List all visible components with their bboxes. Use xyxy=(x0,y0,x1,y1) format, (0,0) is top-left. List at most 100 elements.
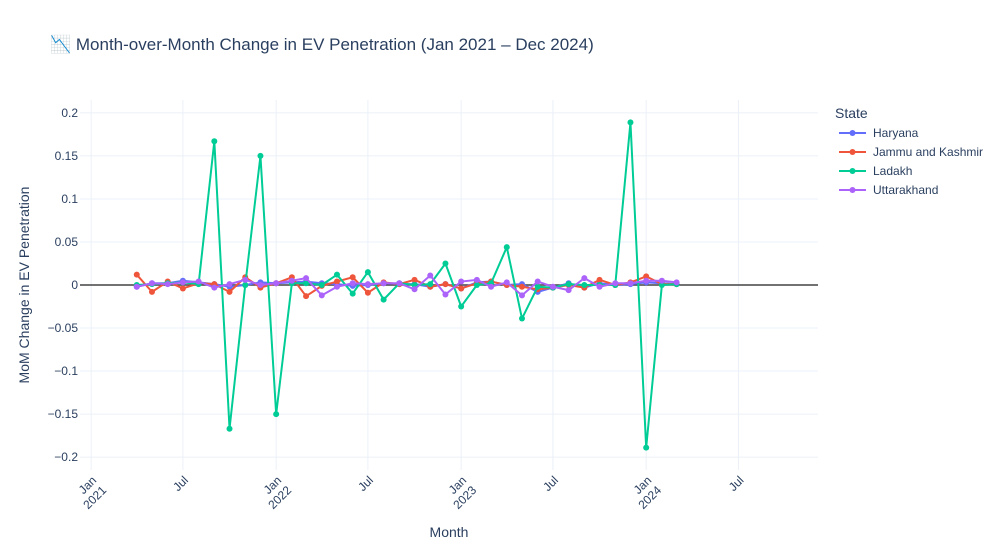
data-point-uttarakhand xyxy=(549,283,556,290)
legend: State Haryana Jammu and Kashmir Ladakh Utta… xyxy=(835,105,983,197)
data-point-ladakh xyxy=(273,411,280,418)
data-point-ladakh xyxy=(658,282,665,288)
x-tick-label: Jul xyxy=(726,473,747,494)
data-point-ladakh xyxy=(458,303,465,310)
data-point-uttarakhand xyxy=(364,281,371,288)
data-point-uttarakhand xyxy=(179,279,186,286)
y-tick-label: 0.05 xyxy=(55,235,79,249)
y-tick-label: −0.2 xyxy=(54,450,78,464)
x-tick-label-line1: Jul xyxy=(355,473,376,494)
data-point-uttarakhand xyxy=(396,280,403,287)
data-point-jammu-and-kashmir xyxy=(133,271,140,278)
data-point-uttarakhand xyxy=(211,284,218,291)
data-point-jammu-and-kashmir xyxy=(364,289,371,296)
data-point-uttarakhand xyxy=(581,275,588,282)
x-tick-label: Jul xyxy=(170,473,191,494)
data-point-jammu-and-kashmir xyxy=(518,283,525,290)
legend-label: Uttarakhand xyxy=(873,183,938,197)
data-point-ladakh xyxy=(518,315,525,322)
data-point-uttarakhand xyxy=(195,278,202,285)
series-layer xyxy=(133,119,680,451)
x-tick-labels: Jan2021 Jul Jan2022 Jul Jan2023 Jul Jan2024 Jul xyxy=(70,473,747,512)
data-point-jammu-and-kashmir xyxy=(411,276,418,283)
legend-item-haryana: Haryana xyxy=(839,126,919,140)
data-point-ladakh xyxy=(581,282,588,288)
data-point-ladakh xyxy=(257,152,264,159)
data-point-uttarakhand xyxy=(503,279,510,286)
data-point-uttarakhand xyxy=(148,280,155,287)
data-point-ladakh xyxy=(534,283,541,290)
data-point-jammu-and-kashmir xyxy=(349,274,356,281)
y-tick-label: 0.1 xyxy=(61,192,78,206)
data-point-ladakh xyxy=(473,282,480,288)
y-tick-label: 0 xyxy=(71,278,78,292)
data-point-ladakh xyxy=(226,425,233,432)
data-point-uttarakhand xyxy=(133,283,140,290)
data-point-jammu-and-kashmir xyxy=(226,288,233,295)
data-point-uttarakhand xyxy=(518,292,525,299)
data-point-uttarakhand xyxy=(627,280,634,287)
data-point-ladakh xyxy=(643,444,650,451)
data-point-ladakh xyxy=(211,138,218,145)
data-point-jammu-and-kashmir xyxy=(643,273,650,280)
legend-marker-swatch xyxy=(849,149,856,155)
y-tick-label: −0.15 xyxy=(48,407,79,421)
y-axis-title: MoM Change in EV Penetration xyxy=(16,187,32,384)
data-point-ladakh xyxy=(380,296,387,303)
data-point-ladakh xyxy=(333,271,340,278)
x-tick-label-line1: Jul xyxy=(726,473,747,494)
data-point-uttarakhand xyxy=(242,276,249,283)
data-point-uttarakhand xyxy=(164,281,171,288)
legend-marker-swatch xyxy=(849,130,856,136)
legend-item-ladakh: Ladakh xyxy=(839,164,912,178)
data-point-uttarakhand xyxy=(257,282,264,288)
x-tick-label: Jan2024 xyxy=(626,473,665,512)
data-point-uttarakhand xyxy=(534,278,541,285)
data-point-uttarakhand xyxy=(427,272,434,279)
legend-label: Haryana xyxy=(873,126,919,140)
chart-title: 📉 Month-over-Month Change in EV Penetrat… xyxy=(50,34,594,54)
data-point-ladakh xyxy=(627,119,634,126)
x-tick-label: Jul xyxy=(540,473,561,494)
x-tick-label: Jan2021 xyxy=(70,473,109,512)
legend-marker-swatch xyxy=(849,168,856,174)
data-point-uttarakhand xyxy=(318,292,325,299)
x-tick-label-line1: Jul xyxy=(540,473,561,494)
data-point-uttarakhand xyxy=(303,275,310,282)
y-tick-labels: 0.2 0.15 0.1 0.05 0 −0.05 −0.1 −0.15 −0.2 xyxy=(48,106,79,464)
legend-item-uttarakhand: Uttarakhand xyxy=(839,183,938,197)
y-tick-label: −0.1 xyxy=(54,364,78,378)
y-tick-label: −0.05 xyxy=(48,321,79,335)
data-point-ladakh xyxy=(303,280,310,287)
data-point-uttarakhand xyxy=(658,277,665,284)
data-point-uttarakhand xyxy=(380,280,387,287)
data-point-uttarakhand xyxy=(411,286,418,293)
data-point-uttarakhand xyxy=(226,281,233,288)
series-uttarakhand xyxy=(133,272,680,299)
data-point-ladakh xyxy=(349,290,356,297)
data-point-uttarakhand xyxy=(473,276,480,283)
data-point-jammu-and-kashmir xyxy=(333,278,340,285)
x-tick-label-line1: Jul xyxy=(170,473,191,494)
legend-label: Ladakh xyxy=(873,164,912,178)
data-point-jammu-and-kashmir xyxy=(596,276,603,283)
data-point-jammu-and-kashmir xyxy=(458,285,465,292)
data-point-ladakh xyxy=(442,260,449,267)
y-tick-label: 0.15 xyxy=(55,149,79,163)
data-point-ladakh xyxy=(364,269,371,276)
data-point-jammu-and-kashmir xyxy=(303,293,310,300)
data-point-uttarakhand xyxy=(288,277,295,284)
legend-title: State xyxy=(835,105,868,121)
x-tick-label: Jul xyxy=(355,473,376,494)
data-point-uttarakhand xyxy=(333,283,340,290)
legend-item-jammu-and-kashmir: Jammu and Kashmir xyxy=(839,145,983,159)
data-point-uttarakhand xyxy=(458,278,465,285)
data-point-ladakh xyxy=(242,282,249,288)
data-point-uttarakhand xyxy=(612,280,619,287)
data-point-ladakh xyxy=(411,282,418,288)
data-point-ladakh xyxy=(427,281,434,288)
y-tick-label: 0.2 xyxy=(61,106,78,120)
data-point-uttarakhand xyxy=(643,277,650,284)
data-point-jammu-and-kashmir xyxy=(179,285,186,292)
